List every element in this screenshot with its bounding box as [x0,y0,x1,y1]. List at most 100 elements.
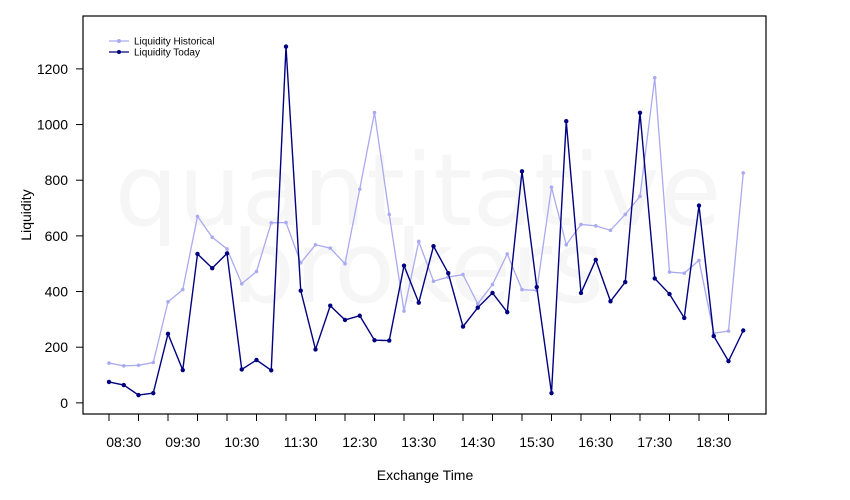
data-point [593,224,598,228]
data-point [520,287,524,292]
legend-entry: Liquidity Historical [134,37,215,48]
data-point [151,360,156,365]
data-point [431,279,436,284]
data-point [461,272,465,277]
data-point [151,390,156,396]
data-point [490,290,495,296]
data-point [490,282,495,287]
data-point [239,367,244,372]
data-point [210,235,215,240]
data-point [519,169,525,174]
data-point [682,315,687,321]
data-point [697,258,701,263]
data-point [180,287,185,292]
y-axis-title: Liquidity [18,189,34,240]
data-point [225,247,229,251]
series-today [106,44,746,398]
data-point [475,305,480,310]
data-point [328,246,333,250]
data-point [549,185,554,189]
x-tick-label: 09:30 [165,434,200,450]
data-point [313,347,318,352]
data-point [357,187,362,191]
data-point [667,291,672,297]
x-axis: 08:30 09:30 10:30 11:30 12:30 13:30 14:30 15:30… [106,414,731,450]
data-point [652,276,657,281]
data-point [166,300,170,304]
y-tick-label: 600 [45,228,69,244]
data-point [313,242,318,247]
y-tick-label: 800 [45,172,69,188]
data-point [254,269,259,274]
data-point [165,331,171,337]
series-line [108,77,744,367]
legend-swatch-point [117,39,121,43]
data-point [106,379,112,385]
data-point [269,368,274,373]
data-point [121,364,126,368]
data-point [741,328,746,333]
data-point [505,309,510,315]
data-point [254,357,259,363]
data-point [195,214,200,219]
x-tick-label: 13:30 [401,434,436,450]
data-point [549,390,554,396]
y-tick-label: 1000 [37,117,68,133]
x-tick-label: 14:30 [460,434,495,450]
data-point [372,110,377,115]
legend-entry: Liquidity Today [134,48,200,59]
data-point [579,222,583,227]
data-point [578,290,584,296]
data-point [623,279,628,285]
x-tick-label: 12:30 [342,434,377,450]
y-tick-label: 1200 [37,61,68,77]
data-point [564,119,569,124]
x-tick-label: 08:30 [106,434,141,450]
data-point [726,329,731,333]
data-point [283,44,289,49]
data-point [136,363,141,368]
y-tick-label: 400 [45,284,69,300]
data-point [210,265,215,271]
x-axis-title: Exchange Time [377,467,474,483]
data-point [741,171,746,175]
data-point [608,299,613,304]
data-point [298,261,303,265]
data-point [342,317,348,323]
data-point [180,367,185,373]
y-axis: 0 200 400 600 800 1000 1200 [37,61,83,411]
data-point [637,110,643,116]
data-point [387,338,392,343]
data-point [328,303,333,308]
data-point [401,263,407,268]
data-point [460,324,466,329]
data-point [402,309,406,313]
data-point [667,270,672,274]
y-tick-label: 0 [60,395,68,411]
data-point [239,281,244,286]
data-point [269,220,274,225]
data-point [534,284,539,290]
data-point [372,338,377,343]
data-point [387,212,392,217]
data-point [593,257,598,263]
plot-frame [82,15,767,415]
x-tick-label: 11:30 [284,434,318,450]
y-tick-label: 200 [45,339,69,355]
data-point [623,212,628,217]
data-point [726,358,731,364]
x-tick-label: 18:30 [696,434,731,450]
data-point [136,392,141,398]
x-tick-label: 17:30 [637,434,672,450]
data-point [107,361,111,365]
data-point [446,270,451,276]
data-point [121,382,126,388]
data-point [224,251,230,256]
x-tick-label: 15:30 [519,434,554,450]
data-point [608,228,613,233]
data-point [416,239,421,244]
data-point [564,242,569,247]
data-point [431,243,436,249]
